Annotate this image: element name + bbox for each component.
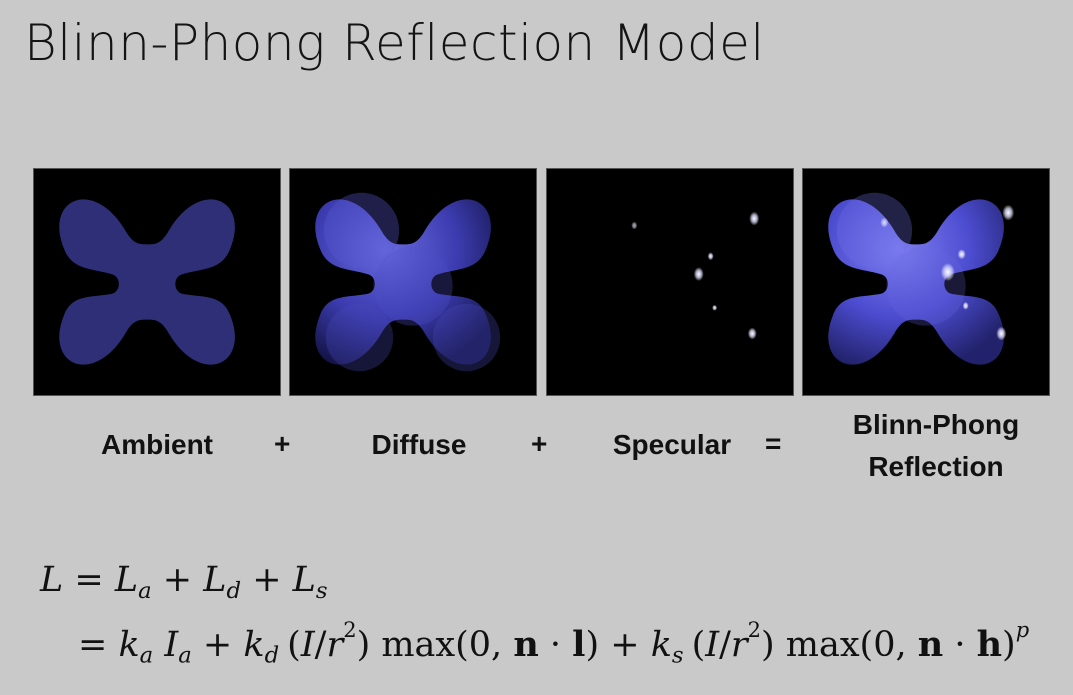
specular-render: [631, 211, 760, 340]
specular-panel: [546, 168, 794, 396]
equals-operator: =: [765, 428, 782, 459]
equation-line-1: L = La + Ld + Ls: [40, 560, 328, 604]
diffuse-render: [315, 192, 501, 372]
equation-line-2: = ka Ia + kd (I/r2) max(0, n · l) + ks (I/…: [78, 618, 1030, 669]
ambient-render: [59, 199, 235, 365]
blinn-phong-render: [828, 192, 1015, 365]
specular-label: Specular: [612, 429, 732, 460]
blinn-phong-label-line1: Blinn-Phong: [852, 409, 1020, 440]
blinn-phong-label-line2: Reflection: [868, 451, 1004, 482]
slide-title: Blinn-Phong Reflection Model: [24, 14, 765, 72]
blinn-phong-panel: [802, 168, 1050, 396]
ambient-panel: [33, 168, 281, 396]
ambient-label: Ambient: [101, 429, 213, 460]
diffuse-label: Diffuse: [371, 429, 467, 460]
plus-operator-2: +: [531, 428, 548, 459]
diffuse-panel: [289, 168, 537, 396]
plus-operator-1: +: [274, 428, 291, 459]
